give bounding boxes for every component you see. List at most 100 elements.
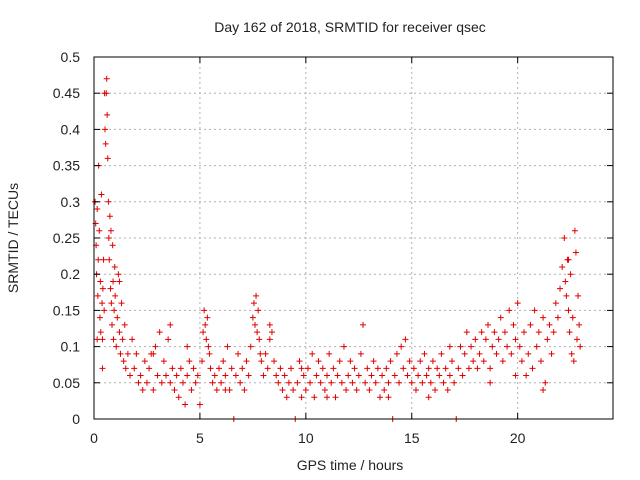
data-point-marker: [570, 358, 577, 365]
data-point-marker: [557, 285, 564, 292]
data-point-marker: [425, 394, 432, 401]
data-point-marker: [94, 292, 101, 299]
data-point-marker: [173, 372, 180, 379]
data-point-marker: [204, 314, 211, 321]
data-point-marker: [387, 358, 394, 365]
data-point-marker: [104, 111, 111, 118]
data-point-marker: [99, 365, 106, 372]
data-point-marker: [211, 372, 218, 379]
data-point-marker: [260, 372, 267, 379]
data-point-marker: [372, 379, 379, 386]
data-point-marker: [169, 365, 176, 372]
data-point-marker: [353, 387, 360, 394]
data-point-marker: [186, 358, 193, 365]
data-point-marker: [110, 336, 117, 343]
data-point-marker: [531, 307, 538, 314]
data-point-marker: [429, 358, 436, 365]
data-point-marker: [340, 343, 347, 350]
data-point-marker: [249, 314, 256, 321]
data-point-marker: [99, 285, 106, 292]
data-point-marker: [330, 365, 337, 372]
data-point-marker: [552, 300, 559, 307]
data-point-marker: [131, 365, 138, 372]
data-point-marker: [512, 372, 519, 379]
data-point-marker: [415, 372, 422, 379]
data-point-marker: [158, 379, 165, 386]
x-tick-label: 15: [404, 430, 420, 446]
data-point-marker: [368, 372, 375, 379]
data-point-marker: [160, 358, 167, 365]
data-point-marker: [510, 321, 517, 328]
data-point-marker: [406, 358, 413, 365]
data-point-marker: [535, 329, 542, 336]
data-point-marker: [118, 300, 125, 307]
data-point-marker: [167, 321, 174, 328]
data-point-marker: [104, 155, 111, 162]
data-point-marker: [107, 285, 114, 292]
data-point-marker: [421, 350, 428, 357]
data-point-marker: [99, 300, 106, 307]
data-point-marker: [550, 329, 557, 336]
data-point-marker: [184, 372, 191, 379]
data-point-marker: [279, 387, 286, 394]
grid-lines: [93, 56, 613, 420]
data-point-marker: [247, 343, 254, 350]
data-point-marker: [497, 314, 504, 321]
data-point-marker: [107, 227, 114, 234]
data-point-marker: [313, 372, 320, 379]
data-point-marker: [209, 379, 216, 386]
data-point-marker: [568, 350, 575, 357]
data-point-marker: [472, 336, 479, 343]
data-point-marker: [113, 343, 120, 350]
data-point-marker: [115, 271, 122, 278]
x-tick-label: 10: [298, 430, 314, 446]
y-tick-label: 0: [72, 411, 80, 427]
data-point-marker: [184, 343, 191, 350]
data-point-marker: [559, 263, 566, 270]
data-point-marker: [487, 365, 494, 372]
data-point-marker: [544, 336, 551, 343]
data-point-marker: [119, 336, 126, 343]
x-tick-label: 5: [196, 430, 204, 446]
data-point-marker: [402, 336, 409, 343]
data-point-marker: [271, 358, 278, 365]
data-point-marker: [465, 365, 472, 372]
data-point-marker: [182, 401, 189, 408]
data-point-marker: [112, 292, 119, 299]
data-point-marker: [171, 387, 178, 394]
data-point-marker: [127, 372, 134, 379]
data-point-marker: [326, 350, 333, 357]
data-points: [92, 75, 584, 422]
data-point-marker: [566, 329, 573, 336]
data-point-marker: [298, 394, 305, 401]
data-point-marker: [385, 379, 392, 386]
data-point-marker: [451, 379, 458, 386]
data-point-marker: [275, 379, 282, 386]
data-point-marker: [419, 379, 426, 386]
data-point-marker: [521, 329, 528, 336]
data-point-marker: [463, 329, 470, 336]
data-point-marker: [562, 278, 569, 285]
data-point-marker: [201, 307, 208, 314]
data-point-marker: [188, 387, 195, 394]
data-point-marker: [487, 379, 494, 386]
data-point-marker: [512, 336, 519, 343]
data-point-marker: [154, 372, 161, 379]
data-point-marker: [122, 365, 129, 372]
data-point-marker: [485, 321, 492, 328]
data-point-marker: [446, 372, 453, 379]
data-point-marker: [495, 336, 502, 343]
data-point-marker: [202, 321, 209, 328]
data-point-marker: [307, 379, 314, 386]
data-point-marker: [434, 365, 441, 372]
data-point-marker: [537, 358, 544, 365]
data-point-marker: [250, 300, 257, 307]
data-point-marker: [200, 329, 207, 336]
data-point-marker: [317, 379, 324, 386]
data-point-marker: [542, 379, 549, 386]
data-point-marker: [345, 372, 352, 379]
data-point-marker: [254, 329, 261, 336]
data-point-marker: [150, 350, 157, 357]
data-point-marker: [336, 358, 343, 365]
